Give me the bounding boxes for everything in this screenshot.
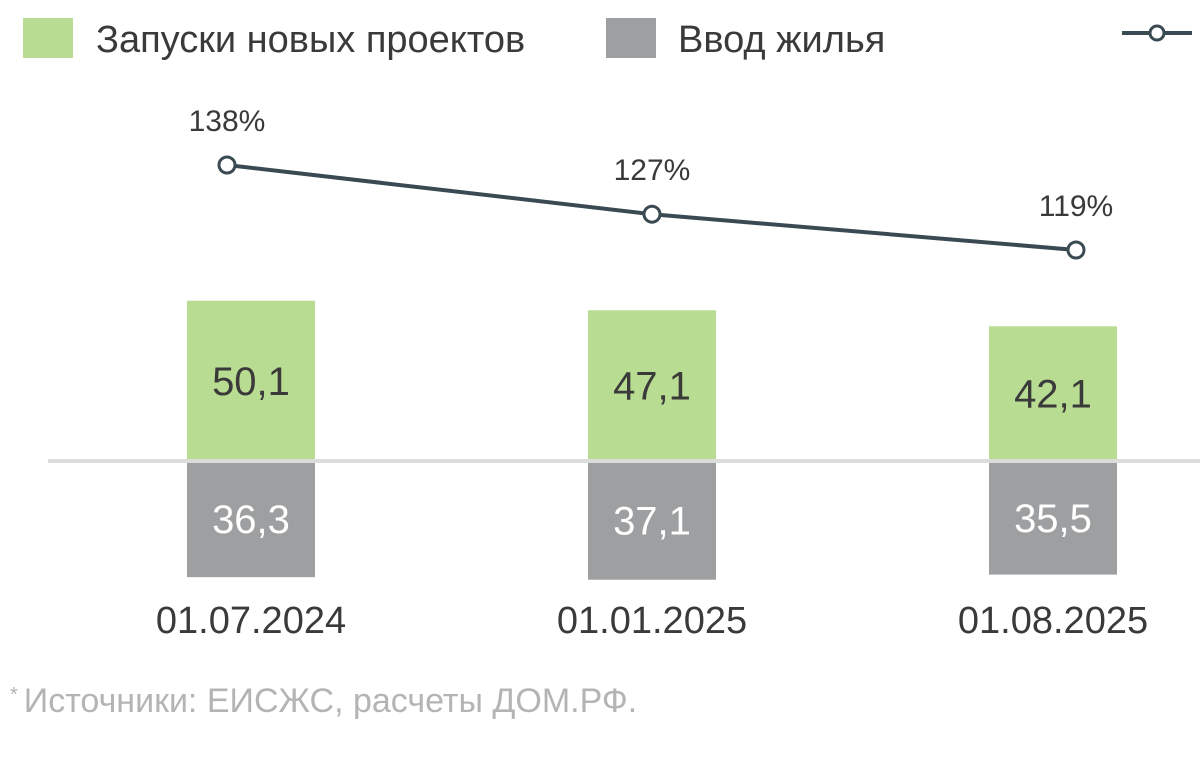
ratio-point bbox=[217, 155, 237, 175]
legend-swatch-launches bbox=[23, 18, 73, 58]
bar-label-completions: 36,3 bbox=[212, 498, 290, 542]
x-axis-tick-label: 01.08.2025 bbox=[958, 600, 1148, 642]
source-note-text: Источники: ЕИСЖС, расчеты ДОМ.РФ. bbox=[23, 682, 638, 720]
legend-marker-ratio bbox=[1148, 24, 1166, 42]
legend-label-completions: Ввод жилья bbox=[678, 19, 885, 61]
bar-launches bbox=[989, 326, 1117, 461]
x-axis-tick-label: 01.01.2025 bbox=[557, 600, 747, 642]
legend-swatch-completions bbox=[606, 18, 656, 58]
ratio-point bbox=[642, 204, 662, 224]
ratio-data-label: 138% bbox=[189, 105, 266, 138]
bar-label-completions: 37,1 bbox=[613, 499, 691, 543]
bar-completions bbox=[187, 461, 315, 578]
bar-label-launches: 47,1 bbox=[613, 365, 691, 409]
bar-label-launches: 42,1 bbox=[1014, 373, 1092, 417]
bar-completions bbox=[588, 461, 716, 580]
bar-launches bbox=[187, 300, 315, 461]
bar-label-launches: 50,1 bbox=[212, 360, 290, 404]
legend-label-launches: Запуски новых проектов bbox=[96, 19, 525, 61]
ratio-point bbox=[1066, 240, 1086, 260]
ratio-data-label: 119% bbox=[1039, 190, 1114, 223]
bar-label-completions: 35,5 bbox=[1014, 497, 1092, 541]
chart-canvas: Запуски новых проектов Ввод жилья 50,1 36,3… bbox=[23, 18, 1200, 642]
bar-launches bbox=[588, 310, 716, 461]
source-note-marker: * bbox=[10, 684, 18, 706]
source-note: * Источники: ЕИСЖС, расчеты ДОМ.РФ. bbox=[10, 682, 637, 721]
x-axis-tick-label: 01.07.2024 bbox=[156, 600, 346, 642]
ratio-data-label: 127% bbox=[614, 154, 691, 187]
bar-completions bbox=[989, 461, 1117, 575]
